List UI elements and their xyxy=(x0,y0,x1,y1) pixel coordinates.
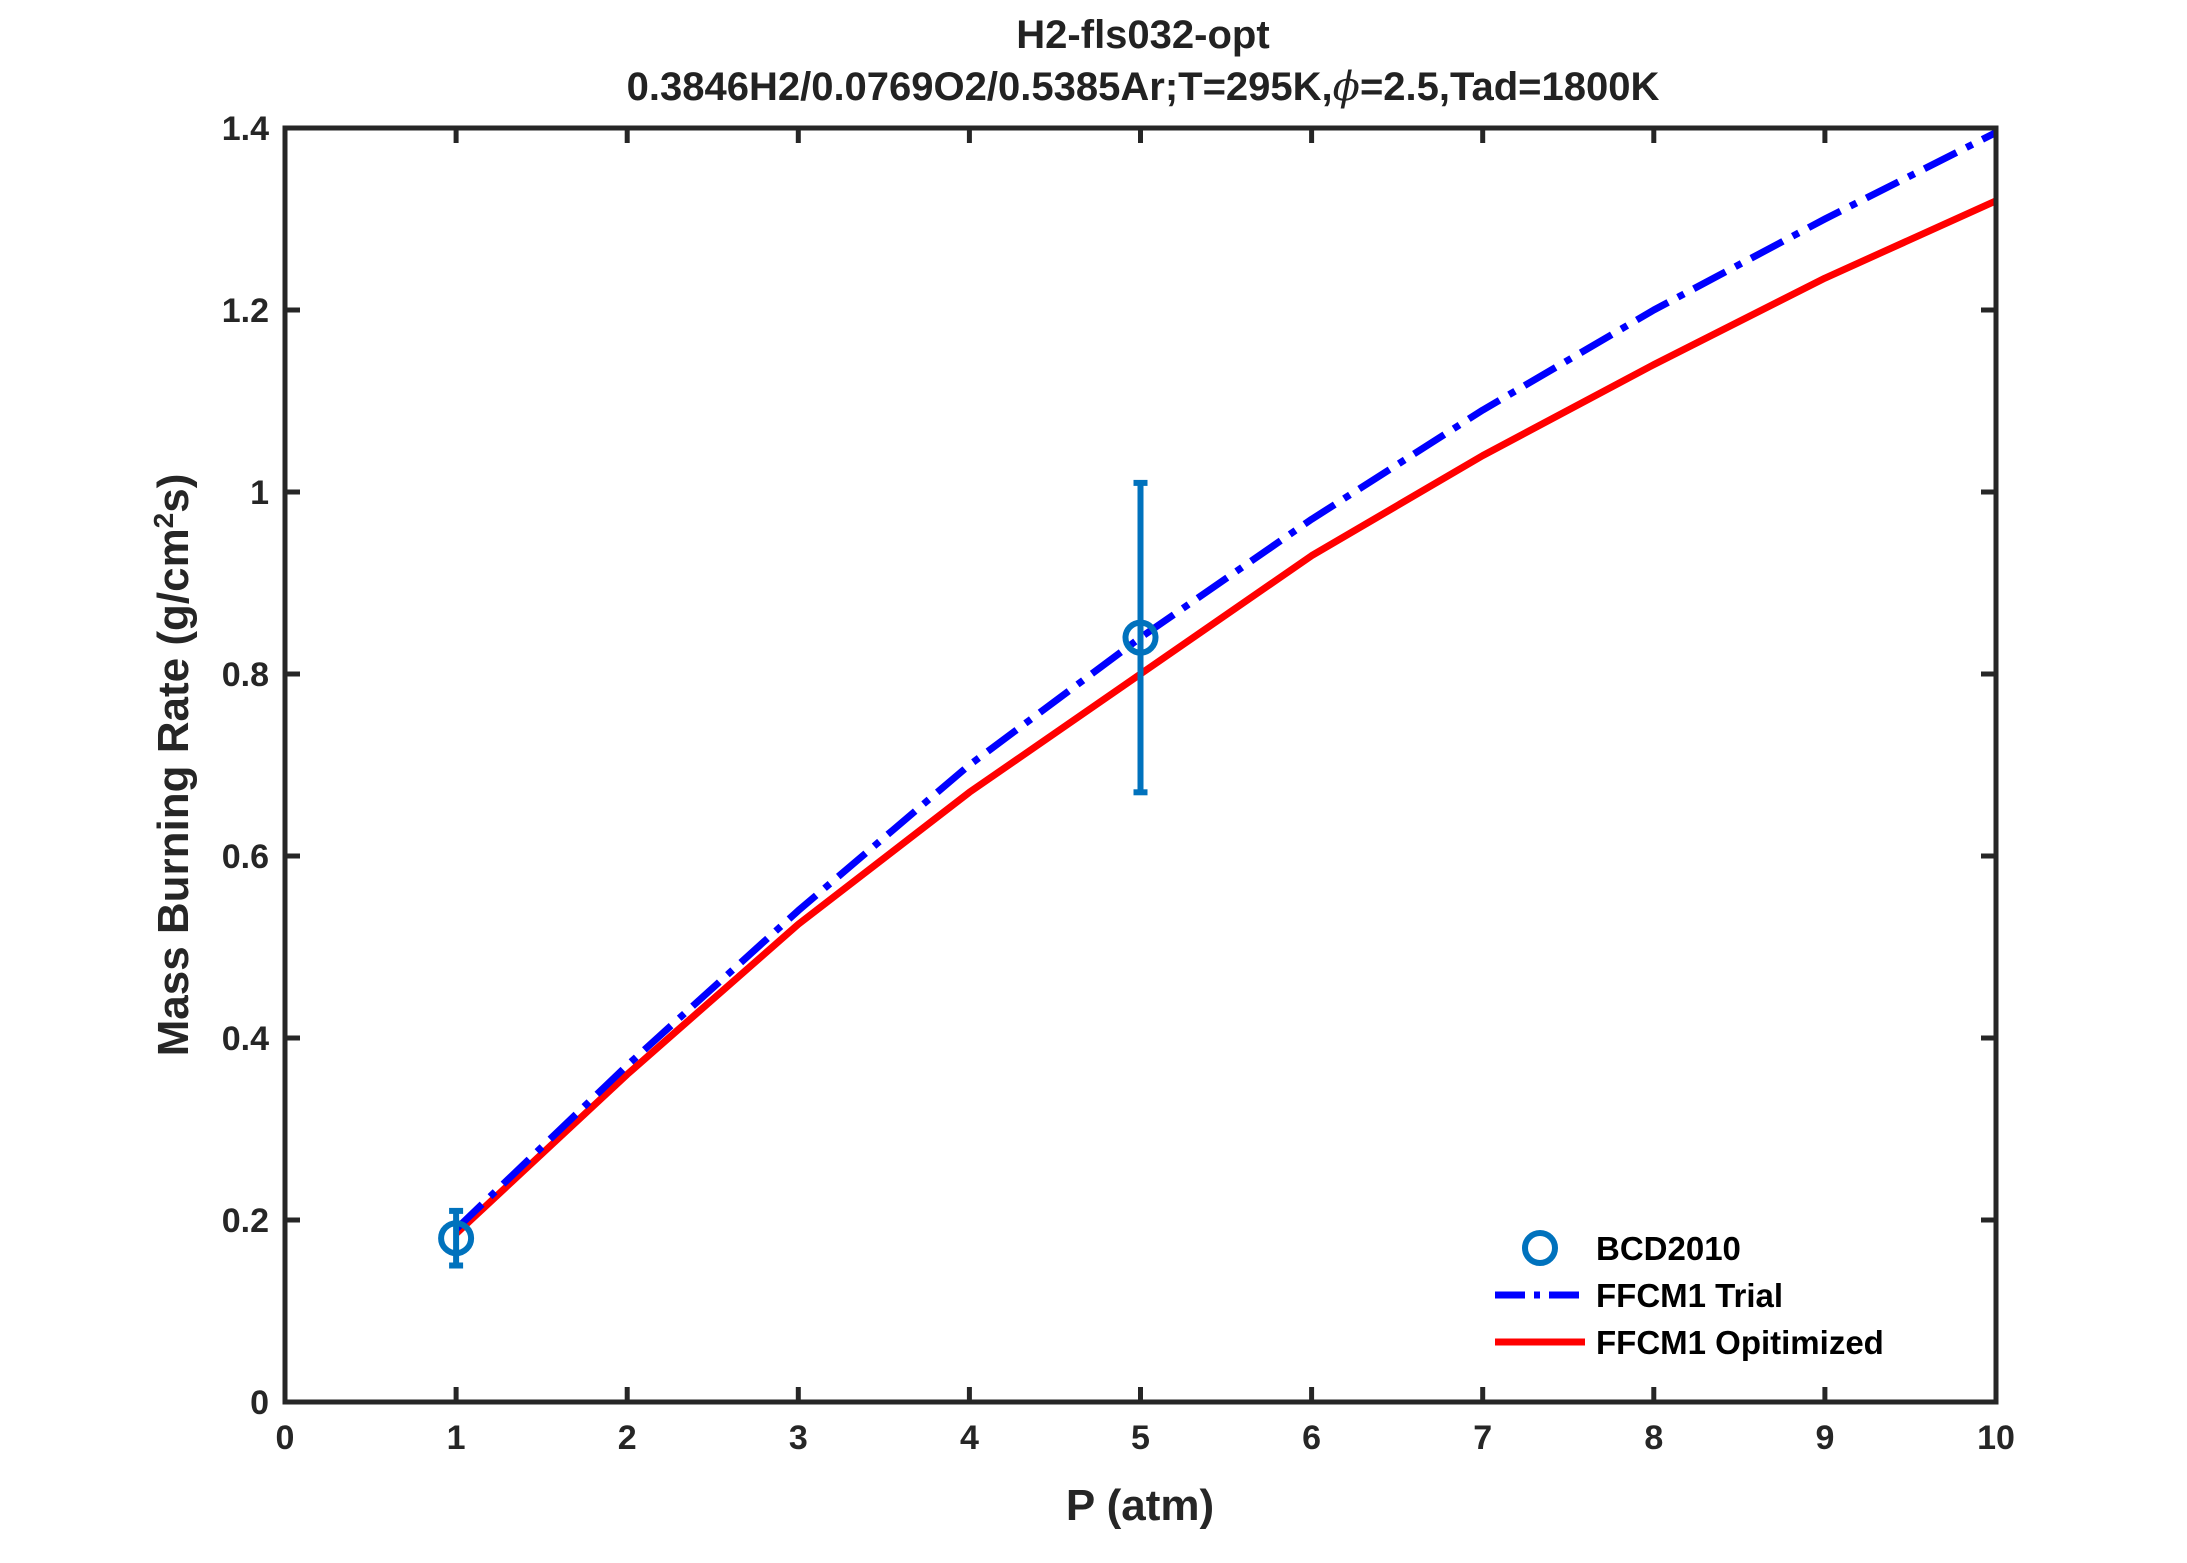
series-line-ffcm1-trial xyxy=(453,129,1998,1232)
series-line-ffcm1-opitimized xyxy=(453,197,1998,1237)
y-tick-label: 1 xyxy=(250,474,269,512)
x-tick-label: 2 xyxy=(618,1419,637,1457)
axes-box xyxy=(282,125,1999,1405)
legend-label-ffcm1-trial: FFCM1 Trial xyxy=(1596,1277,1783,1314)
legend: BCD2010 FFCM1 Trial FFCM1 Opitimized xyxy=(1495,1230,1884,1361)
y-tick-label: 0.6 xyxy=(222,838,269,876)
x-tick-label: 3 xyxy=(789,1419,808,1457)
data-point-bcd2010 xyxy=(1122,619,1159,656)
tick-labels: 0 1 2 3 4 5 6 7 8 9 10 0 0.2 0.4 0.6 0.8 1 1.2 1.4 xyxy=(222,110,2015,1457)
y-axis-label: Mass Burning Rate (g/cm2s) xyxy=(148,474,199,1057)
x-tick-label: 6 xyxy=(1302,1419,1321,1457)
series-layer xyxy=(438,129,1998,1269)
x-tick-label: 8 xyxy=(1644,1419,1663,1457)
x-tick-label: 4 xyxy=(960,1419,979,1457)
legend-label-ffcm1-opitimized: FFCM1 Opitimized xyxy=(1596,1324,1884,1361)
legend-marker-bcd2010 xyxy=(1522,1230,1558,1266)
x-tick-label: 9 xyxy=(1815,1419,1834,1457)
y-tick-label: 1.2 xyxy=(222,292,269,330)
y-tick-label: 1.4 xyxy=(222,110,269,148)
y-tick-label: 0.2 xyxy=(222,1202,269,1240)
y-tick-label: 0 xyxy=(250,1384,269,1422)
chart-title: H2-fls032-opt xyxy=(1016,13,1269,57)
x-tick-label: 10 xyxy=(1977,1419,2015,1457)
x-tick-label: 0 xyxy=(276,1419,295,1457)
data-point-bcd2010 xyxy=(438,1220,475,1257)
y-tick-label: 0.4 xyxy=(222,1020,269,1058)
x-tick-label: 7 xyxy=(1473,1419,1492,1457)
x-axis-label: P (atm) xyxy=(1066,1481,1214,1530)
chart-subtitle: 0.3846H2/0.0769O2/0.5385Ar;T=295K,ϕ=2.5,… xyxy=(627,64,1660,110)
x-tick-label: 1 xyxy=(447,1419,466,1457)
y-tick-label: 0.8 xyxy=(222,656,269,694)
x-tick-label: 5 xyxy=(1131,1419,1150,1457)
legend-label-bcd2010: BCD2010 xyxy=(1596,1230,1741,1267)
